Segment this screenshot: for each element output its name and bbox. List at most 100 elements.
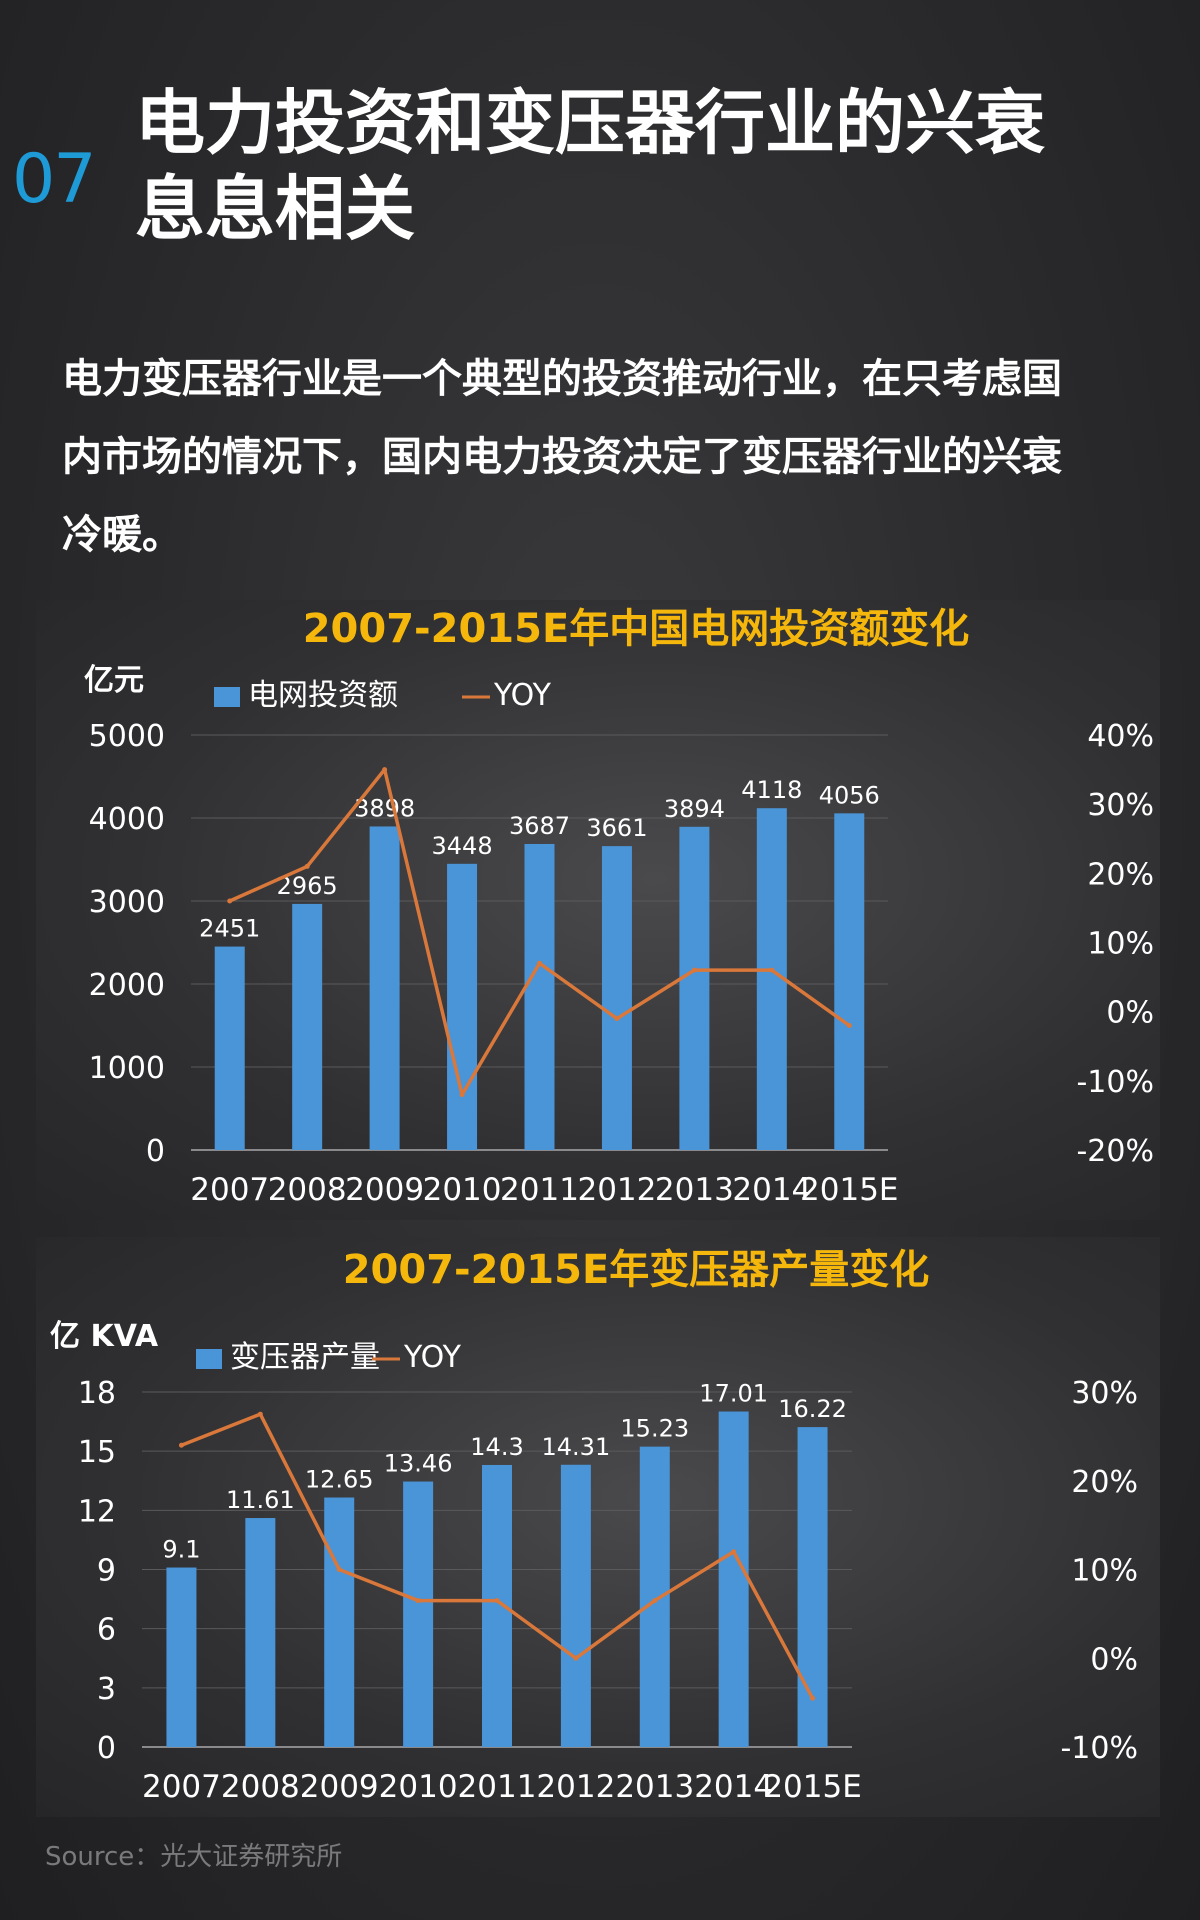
bar (403, 1481, 434, 1747)
bar (639, 1446, 670, 1747)
y-tick-label: 3 (97, 1672, 116, 1707)
legend-bar-label: 变压器产量 (230, 1340, 380, 1375)
legend-bar-swatch (214, 687, 240, 707)
bar (447, 863, 478, 1150)
yoy-point (178, 1442, 184, 1448)
section-number: 07 (12, 140, 97, 219)
bar-value-label: 3898 (354, 794, 415, 822)
source-note: Source：光大证券研究所 (45, 1842, 343, 1872)
intro-line2: 内市场的情况下，国内电力投资决定了变压器行业的兴衰 (62, 434, 1062, 480)
bar (797, 1427, 828, 1747)
bar (601, 846, 632, 1150)
legend-line-label: YOY (493, 678, 552, 713)
y2-tick-label: 0% (1090, 1642, 1138, 1677)
bar (679, 826, 710, 1150)
bar (369, 826, 400, 1150)
yoy-point (614, 1016, 620, 1022)
x-tick-label: 2007 (142, 1769, 221, 1805)
bar-value-label: 16.22 (778, 1395, 847, 1423)
bar (524, 843, 555, 1150)
y2-tick-label: 20% (1087, 857, 1154, 892)
y-tick-label: 15 (78, 1435, 116, 1470)
bar-value-label: 3661 (586, 814, 647, 842)
intro-line1: 电力变压器行业是一个典型的投资推动行业，在只考虑国 (62, 356, 1062, 402)
yoy-point (537, 960, 542, 966)
bar (560, 1464, 591, 1747)
yoy-point (382, 767, 388, 773)
bar-value-label: 4118 (741, 776, 802, 804)
bar-value-label: 4056 (819, 781, 880, 809)
yoy-point (652, 1598, 658, 1604)
bar (718, 1411, 749, 1747)
intro-paragraph: 电力变压器行业是一个典型的投资推动行业，在只考虑国 内市场的情况下，国内电力投资… (62, 340, 1142, 574)
x-tick-label: 2012 (577, 1172, 656, 1208)
x-tick-label: 2015E (763, 1769, 861, 1805)
y-axis-unit-label: 亿元 (84, 663, 144, 698)
legend-bar-label: 电网投资额 (248, 678, 398, 713)
bar-value-label: 12.65 (305, 1466, 374, 1494)
y-tick-label: 0 (97, 1731, 116, 1766)
x-tick-label: 2013 (615, 1769, 694, 1805)
bar-value-label: 2451 (199, 915, 260, 943)
page-title: 电力投资和变压器行业的兴衰 息息相关 (135, 80, 1135, 252)
bar (166, 1567, 197, 1747)
x-tick-label: 2009 (345, 1172, 424, 1208)
y-tick-label: 3000 (89, 885, 165, 920)
page-title-line2: 息息相关 (135, 168, 415, 250)
y2-tick-label: -10% (1076, 1065, 1154, 1100)
y-tick-label: 5000 (89, 719, 165, 754)
bar-value-label: 14.3 (470, 1433, 523, 1461)
chart-title: 2007-2015E年变压器产量变化 (343, 1247, 930, 1293)
y-tick-label: 4000 (89, 802, 165, 837)
x-tick-label: 2014 (732, 1172, 811, 1208)
y2-tick-label: 30% (1087, 788, 1154, 823)
y2-tick-label: 10% (1087, 927, 1154, 962)
y-tick-label: 0 (146, 1134, 165, 1169)
y2-tick-label: -10% (1060, 1731, 1138, 1766)
yoy-point (415, 1598, 421, 1604)
yoy-point (304, 863, 310, 869)
bar-value-label: 3448 (432, 832, 493, 860)
y2-tick-label: 0% (1106, 996, 1154, 1031)
y2-tick-label: 10% (1071, 1554, 1138, 1589)
x-tick-label: 2007 (190, 1172, 269, 1208)
bar-value-label: 17.01 (699, 1380, 768, 1408)
bar (214, 946, 245, 1150)
bar (245, 1518, 276, 1747)
yoy-point (731, 1549, 737, 1555)
x-tick-label: 2012 (536, 1769, 615, 1805)
y-tick-label: 1000 (89, 1051, 165, 1086)
page-title-line1: 电力投资和变压器行业的兴衰 (135, 82, 1045, 164)
chart-title: 2007-2015E年中国电网投资额变化 (303, 606, 970, 652)
bar (292, 903, 323, 1150)
x-tick-label: 2010 (379, 1769, 458, 1805)
x-tick-label: 2011 (458, 1769, 537, 1805)
x-tick-label: 2011 (500, 1172, 579, 1208)
y2-tick-label: 40% (1087, 719, 1154, 754)
bar (482, 1464, 512, 1747)
yoy-point (459, 1092, 465, 1098)
y2-tick-label: -20% (1076, 1134, 1154, 1169)
yoy-point (846, 1023, 852, 1028)
yoy-point (257, 1411, 263, 1417)
header: 07 电力投资和变压器行业的兴衰 息息相关 (0, 70, 1200, 260)
intro-line3: 冷暖。 (62, 512, 182, 558)
y2-tick-label: 30% (1071, 1376, 1138, 1411)
bar-value-label: 3687 (509, 812, 570, 840)
x-tick-label: 2008 (221, 1769, 300, 1805)
y-axis-unit-label: 亿 KVA (50, 1319, 159, 1354)
yoy-point (691, 967, 697, 973)
x-tick-label: 2008 (268, 1172, 347, 1208)
bar-value-label: 9.1 (162, 1536, 200, 1564)
yoy-point (810, 1695, 816, 1701)
y-tick-label: 12 (78, 1494, 116, 1529)
y2-tick-label: 20% (1071, 1465, 1138, 1500)
x-tick-label: 2015E (800, 1172, 898, 1208)
x-tick-label: 2014 (694, 1769, 773, 1805)
bar (834, 813, 865, 1150)
x-tick-label: 2009 (300, 1769, 379, 1805)
x-tick-label: 2010 (423, 1172, 502, 1208)
x-tick-label: 2013 (655, 1172, 734, 1208)
chart-panel-grid-investment: 2007-2015E年中国电网投资额变化 亿元 电网投资额 YOY 0 1000 2000 3… (36, 600, 1160, 1220)
